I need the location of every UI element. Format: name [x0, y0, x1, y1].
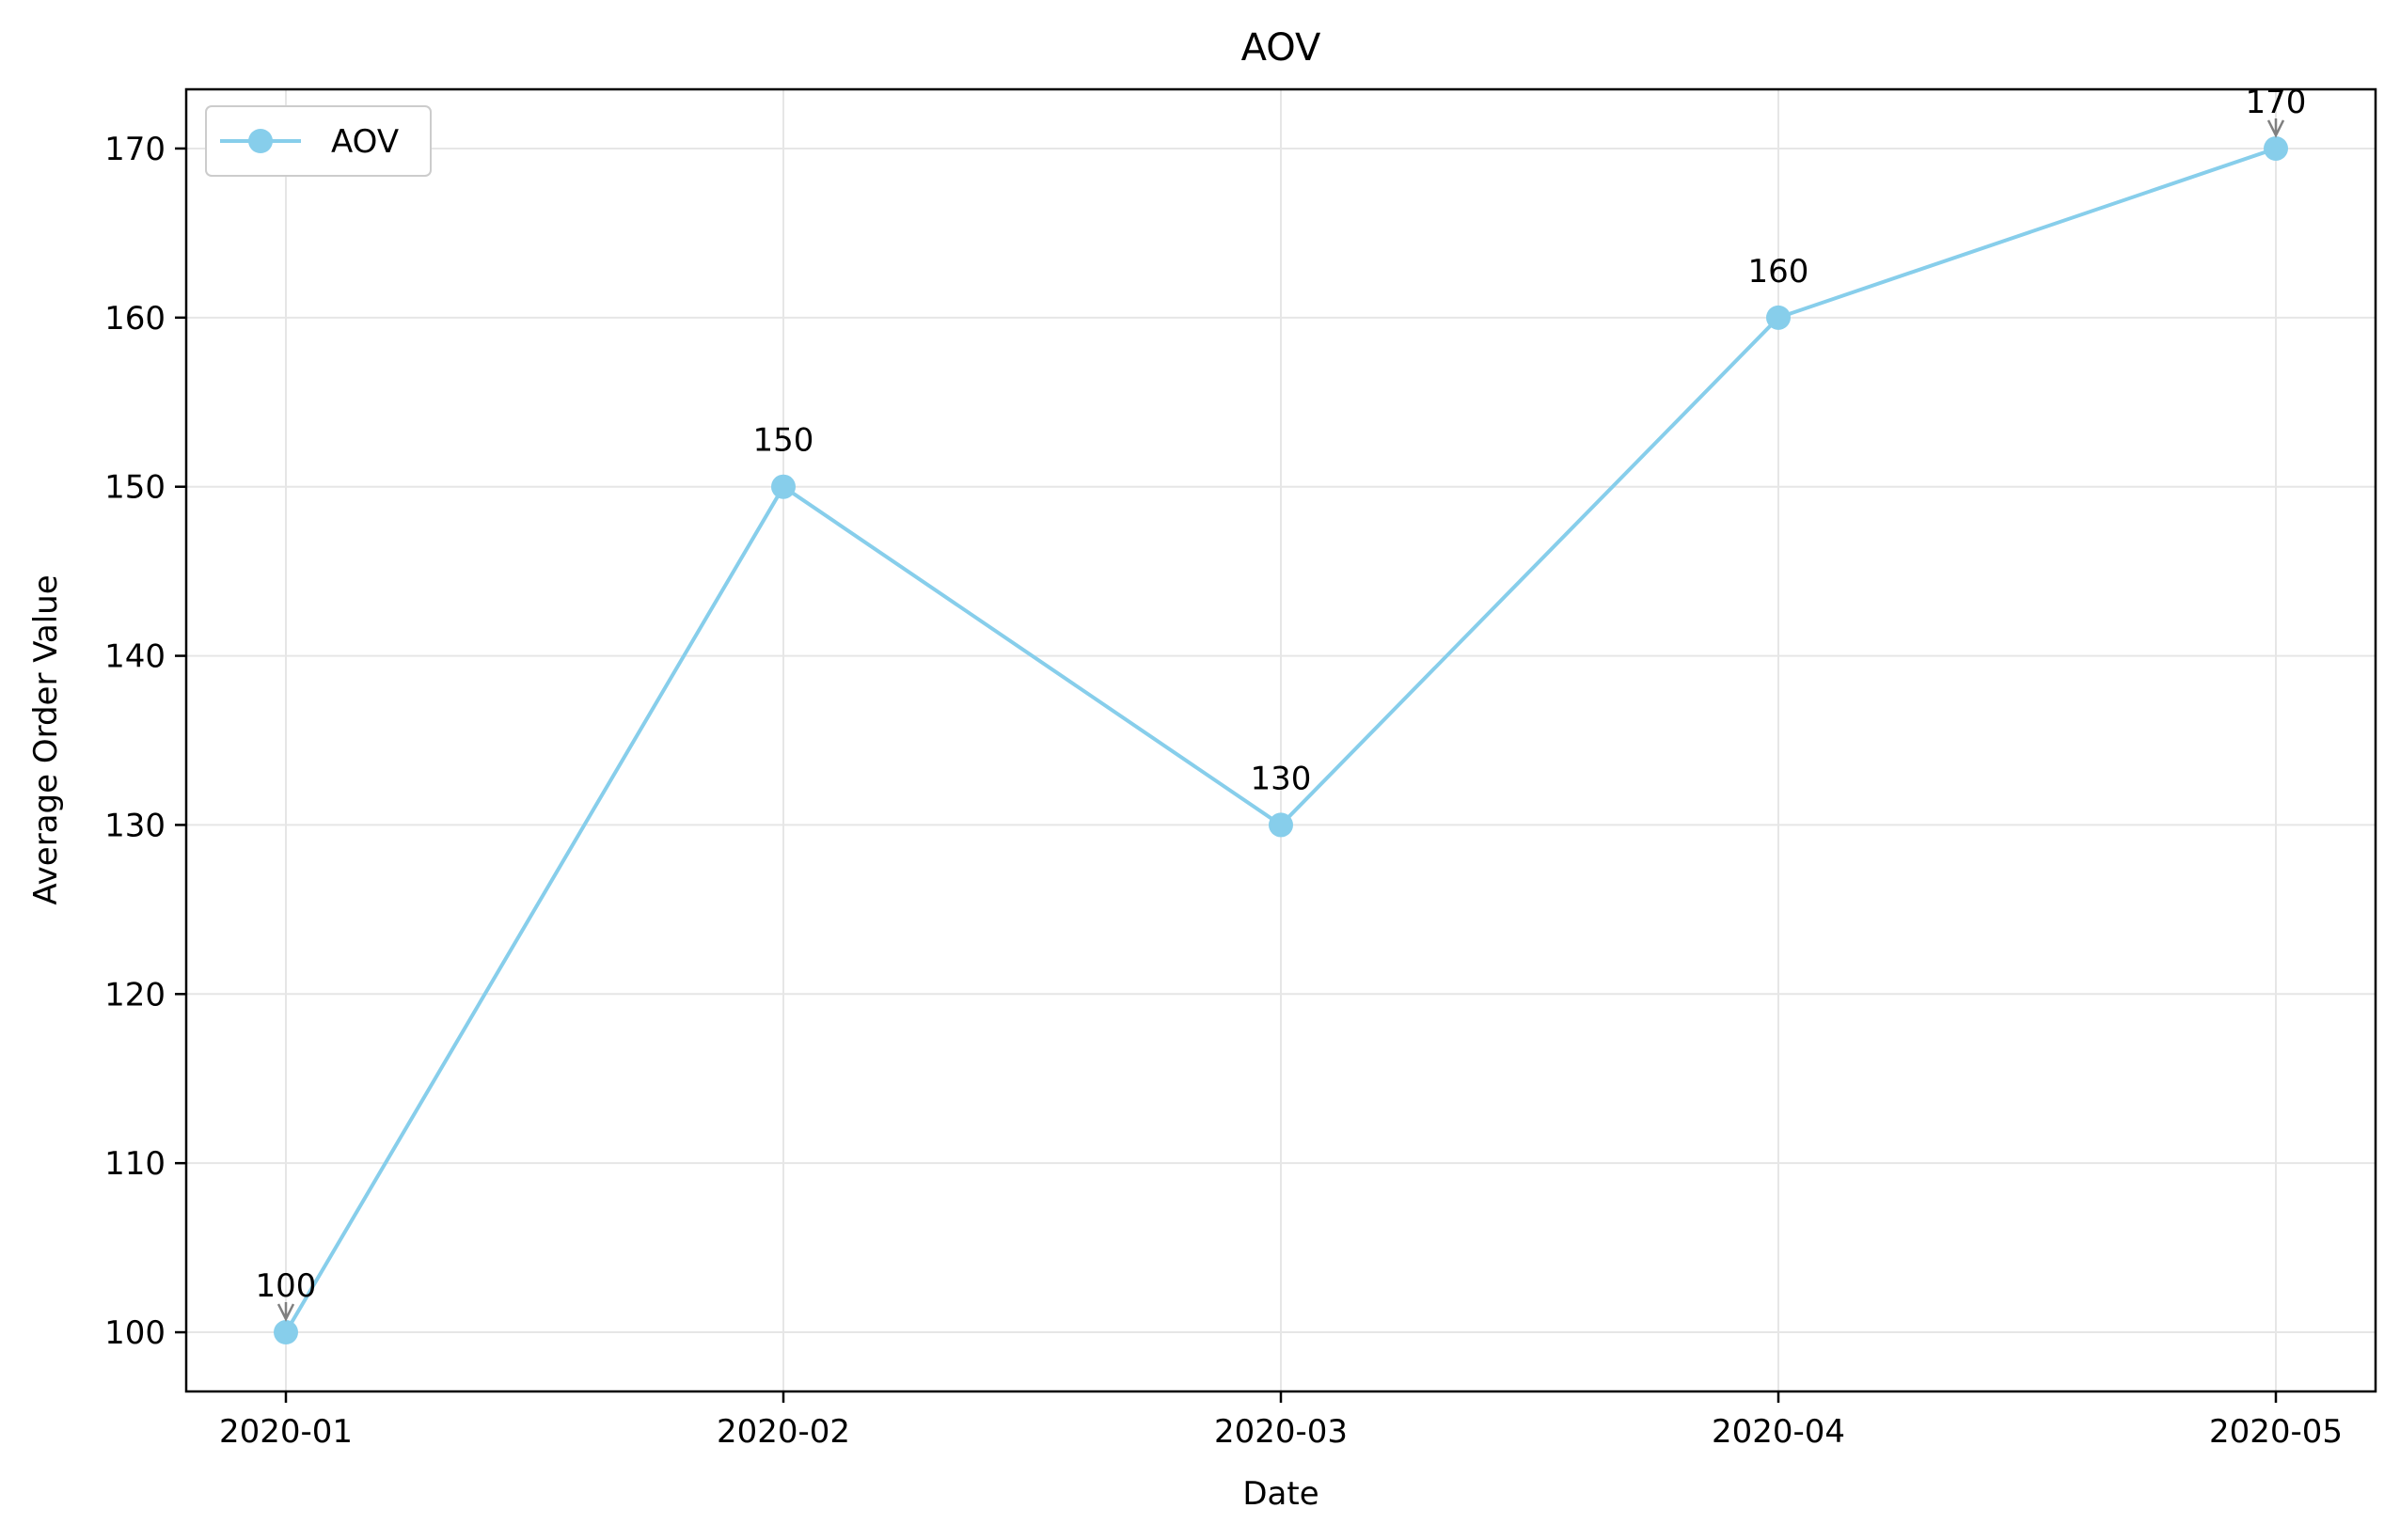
series-aov [274, 135, 2288, 1345]
y-tick-label: 170 [104, 131, 166, 168]
data-point [771, 474, 796, 499]
data-point [2264, 135, 2288, 161]
x-tick-label: 2020-03 [1214, 1413, 1348, 1451]
y-tick-label: 160 [104, 300, 166, 338]
x-tick-label: 2020-05 [2209, 1413, 2343, 1451]
y-tick-label: 120 [104, 976, 166, 1014]
grid-lines [186, 89, 2376, 1391]
x-tick-label: 2020-04 [1712, 1413, 1845, 1451]
data-label: 150 [753, 422, 814, 460]
y-tick-label: 130 [104, 807, 166, 844]
y-axis-label: Average Order Value [27, 574, 65, 904]
y-axis-ticks: 100 110 120 130 140 150 160 170 [104, 131, 186, 1352]
legend-box [205, 105, 432, 177]
legend: AOV [205, 105, 432, 177]
legend-marker [248, 129, 273, 153]
x-axis-label: Date [1242, 1475, 1318, 1513]
x-axis-ticks: 2020-01 2020-02 2020-03 2020-04 2020-05 [219, 1391, 2343, 1451]
data-label: 160 [1748, 253, 1809, 291]
y-tick-label: 100 [104, 1314, 166, 1352]
annotation-arrow [276, 1302, 295, 1322]
y-tick-label: 150 [104, 469, 166, 507]
data-labels: 100 150 130 160 170 [256, 84, 2307, 1322]
data-point [1766, 305, 1791, 330]
annotation-arrow [2266, 118, 2285, 138]
data-label: 100 [256, 1267, 317, 1305]
x-tick-label: 2020-01 [219, 1413, 353, 1451]
data-label: 130 [1251, 760, 1312, 797]
y-tick-label: 110 [104, 1145, 166, 1183]
data-point [1269, 812, 1293, 838]
x-tick-label: 2020-02 [717, 1413, 850, 1451]
chart-title: AOV [1241, 26, 1321, 70]
data-label: 170 [2246, 84, 2307, 121]
y-tick-label: 140 [104, 638, 166, 676]
legend-label: AOV [331, 123, 399, 161]
data-point [274, 1320, 298, 1345]
